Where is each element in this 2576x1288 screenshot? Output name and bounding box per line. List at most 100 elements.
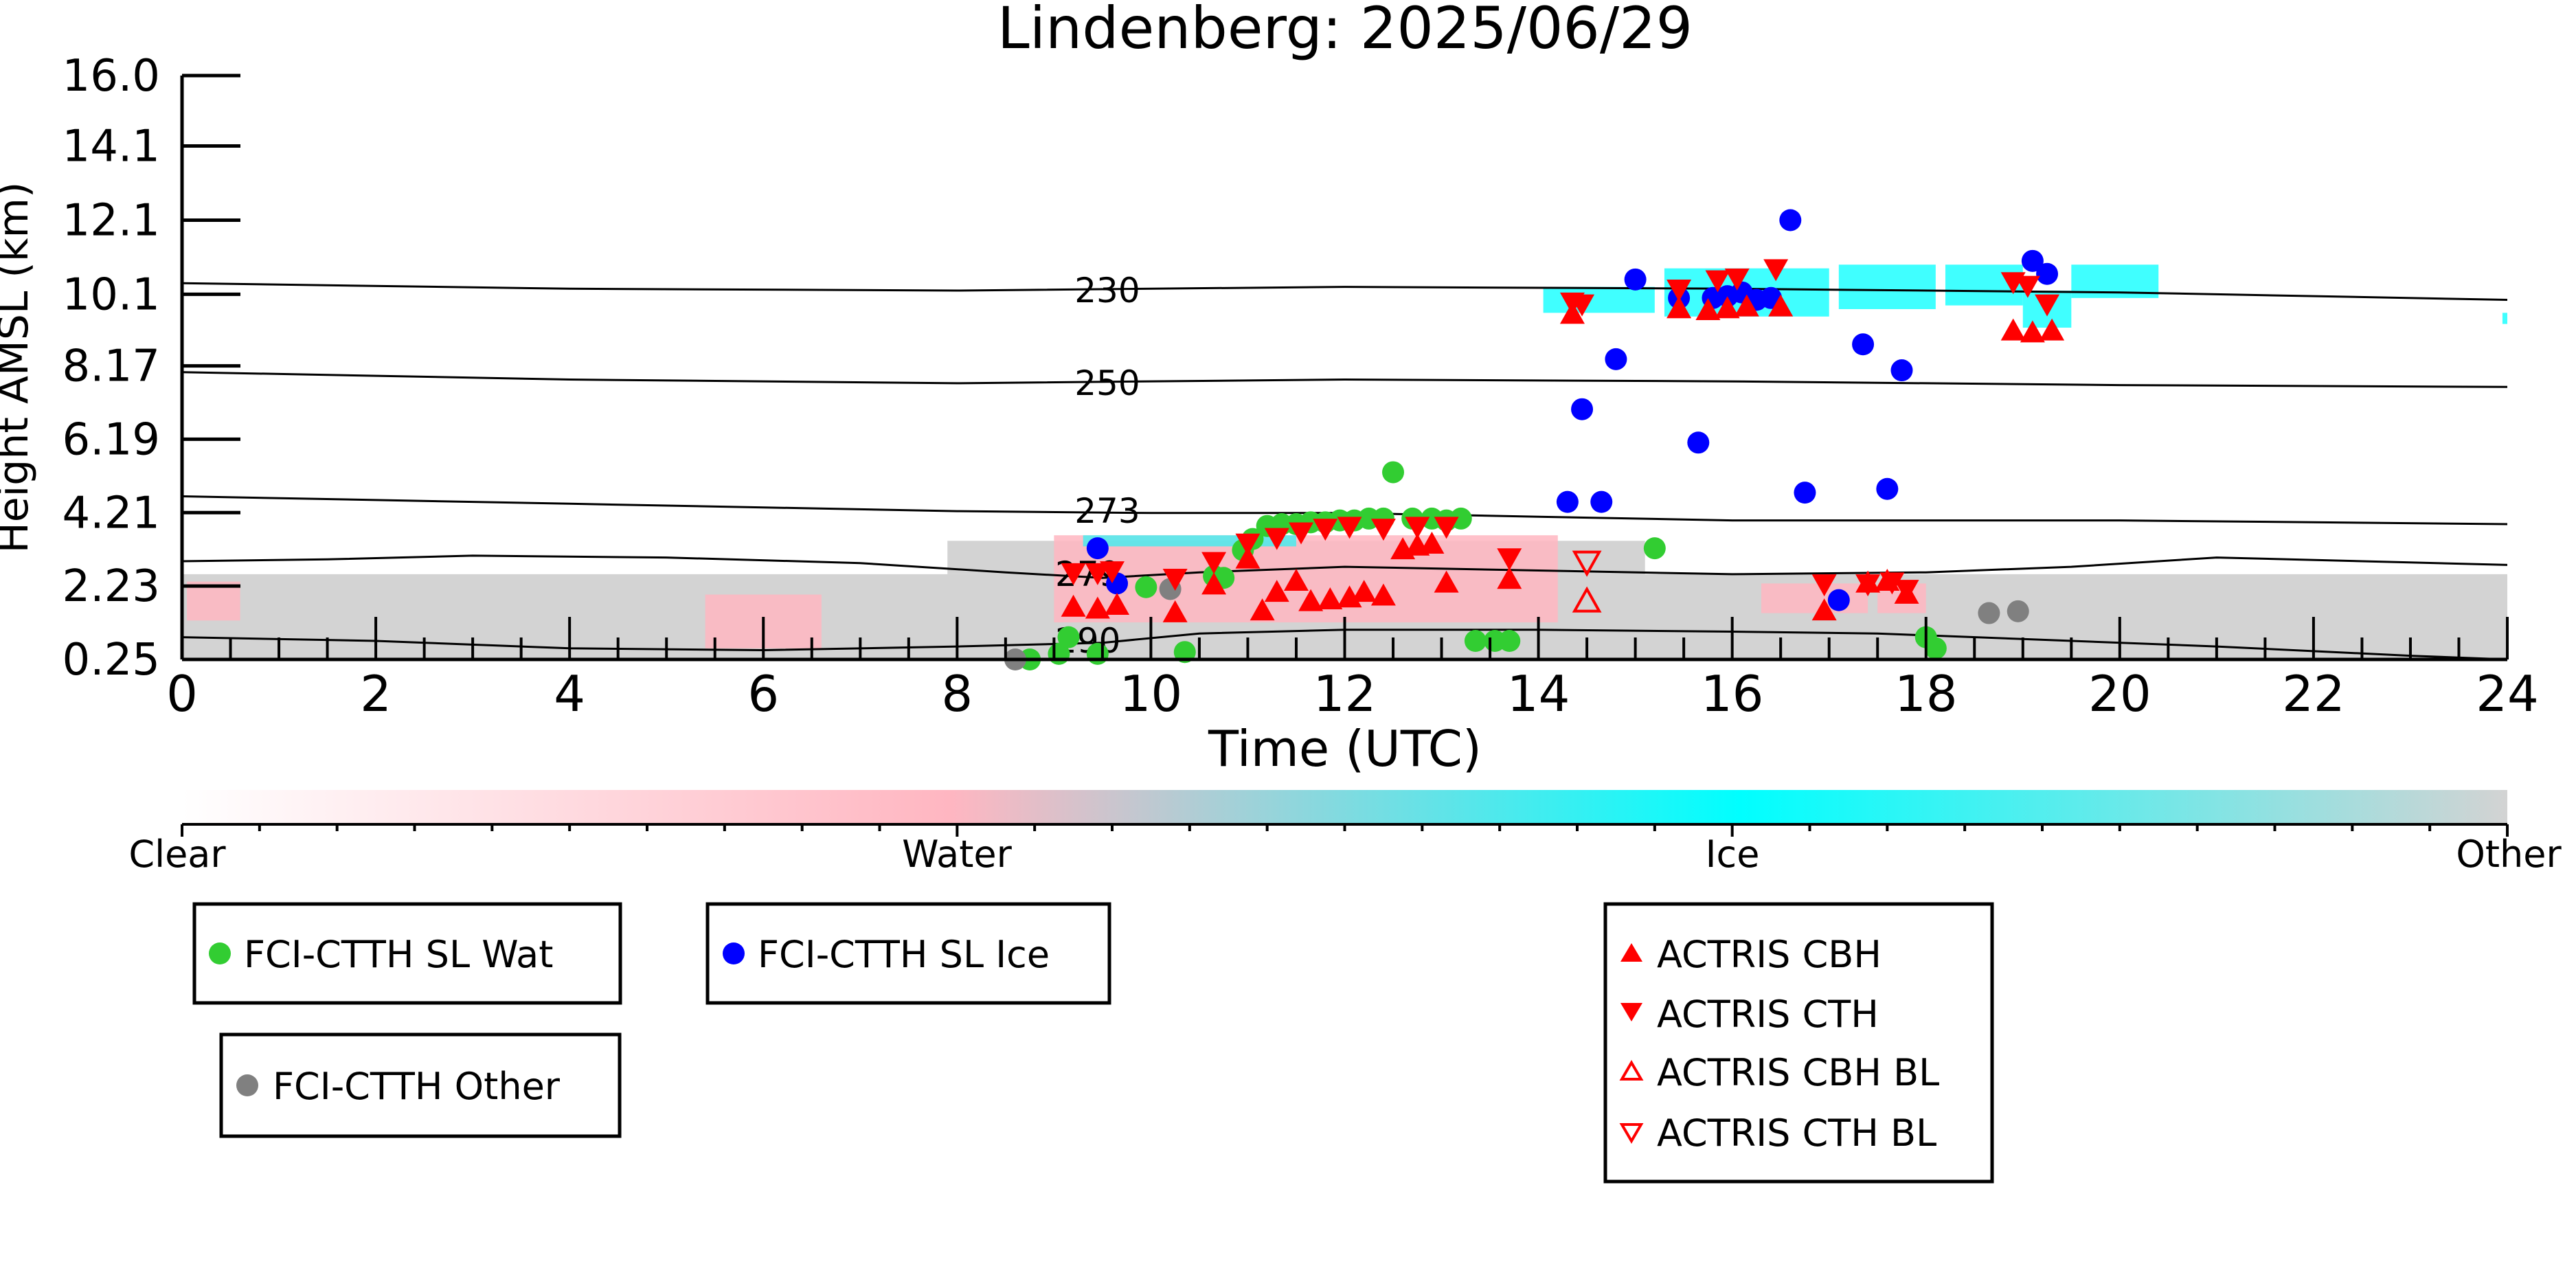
point-actris-cth [1763,259,1789,282]
point-actris-cth [1085,563,1110,585]
point-fci-ctth-sl-ice [1571,398,1594,420]
point-actris-cbh [2000,318,2026,341]
point-actris-cbh [1105,593,1130,615]
point-fci-ctth-sl-ice [1556,490,1579,513]
legend-actris: ACTRIS CBH ACTRIS CTH ACTRIS CBH BL ACTR… [1603,902,1994,1184]
legend-fci-other: FCI-CTTH Other [219,1032,622,1138]
point-fci-ctth-sl-ice [1086,537,1109,560]
legend-marker-actris-cth [1620,1003,1642,1021]
point-actris-cth [1264,528,1289,550]
point-actris-cth [1705,270,1730,293]
point-fci-ctth-sl-ice [1687,431,1710,454]
y-tick-label: 10.1 [63,269,161,320]
point-actris-cbh [1162,600,1188,622]
backdrop-water-patch [1761,583,1868,613]
legend-label-fci-other: FCI-CTTH Other [273,1065,561,1108]
legend-marker-actris-cth-bl [1619,1123,1644,1144]
point-actris-cth [1811,574,1837,597]
point-actris-cbh [1734,294,1759,317]
point-fci-ctth-sl-ice [2021,249,2044,272]
y-tick-label: 6.19 [63,414,161,465]
x-tick-label: 10 [1120,665,1183,723]
point-actris-cth [1313,519,1338,541]
point-actris-cbh [1298,589,1324,611]
point-actris-cth [1235,533,1261,556]
point-fci-ctth-sl-ice [1624,268,1647,291]
x-tick-label: 6 [747,665,779,723]
point-actris-cbh [1264,580,1289,602]
legend-label-actris-cbh: ACTRIS CBH [1657,933,1882,976]
point-actris-cbh [1283,568,1309,591]
point-actris-cth [1405,517,1430,539]
colorbar-label-clear: Clear [128,833,226,876]
colorbar: Clear Water Ice Other [128,790,2562,876]
isotherm-label-250: 250 [1074,363,1140,403]
point-actris-cth [1162,568,1188,591]
legend-label-actris-cth: ACTRIS CTH [1657,993,1879,1036]
backdrop-ice-patch [1083,535,1296,547]
legend-marker-fci-other [236,1074,258,1096]
isotherm-label-273: 273 [1074,491,1140,531]
point-actris-cth [1100,561,1125,584]
point-actris-cbh [1419,532,1445,554]
legend-box [1603,902,1994,1184]
legend-label-actris-cbh-bl: ACTRIS CBH BL [1657,1051,1939,1094]
point-actris-cbh [1201,572,1227,595]
point-actris-cth [1370,519,1396,541]
legend-marker-actris-cbh-bl [1619,1060,1644,1081]
point-fci-ctth-other [2007,600,2029,622]
backdrop-ice-patch [2502,313,2507,324]
point-actris-cth [1497,548,1522,571]
legend-label-fci-wat: FCI-CTTH SL Wat [244,933,553,976]
y-tick-label: 4.21 [63,488,161,539]
x-tick-label: 14 [1507,665,1570,723]
backdrop-ice-patch [1838,264,1936,309]
point-fci-ctth-sl-wat [1449,507,1472,530]
point-fci-ctth-sl-wat [1086,642,1109,665]
point-fci-ctth-sl-wat [1498,630,1521,653]
colorbar-gradient [182,790,2507,824]
colorbar-label-water: Water [902,833,1012,876]
point-actris-cbh [2040,318,2065,341]
chart-title: Lindenberg: 2025/06/29 [997,0,1693,62]
x-tick-label: 8 [941,665,973,723]
backdrop-ice-patch [1543,286,1655,313]
legend-box [219,1032,622,1138]
legend-marker-fci-wat [209,942,231,964]
point-actris-cbh [1497,567,1522,589]
point-actris-cbh [1351,580,1377,602]
point-fci-ctth-sl-ice [1605,348,1627,370]
legend-marker-actris-cbh [1620,943,1642,962]
point-actris-cbh [1318,587,1343,609]
point-actris-cbh [1715,296,1740,319]
point-fci-ctth-sl-wat [1382,461,1405,484]
point-actris-cth [1289,522,1314,545]
x-tick-label: 18 [1895,665,1958,723]
point-actris-cbh [1061,594,1086,617]
x-tick-label: 2 [360,665,392,723]
point-fci-ctth-sl-wat [1057,626,1080,648]
x-axis-label: Time (UTC) [1208,720,1482,778]
point-actris-cth [1855,574,1881,597]
x-tick-label: 16 [1701,665,1764,723]
y-tick-label: 2.23 [63,561,161,612]
x-tick-label: 4 [554,665,585,723]
x-tick-label: 22 [2282,665,2345,723]
legend-box [705,902,1111,1005]
isotherm-label-230: 230 [1074,271,1140,310]
point-fci-ctth-sl-wat [1924,637,1947,659]
point-actris-cbh [1337,585,1362,608]
point-fci-ctth-sl-wat [1643,537,1666,560]
x-tick-label: 0 [166,665,198,723]
point-fci-ctth-sl-ice [1890,359,1913,382]
legend-marker-fci-ice [723,942,745,964]
point-actris-cbh [1085,596,1110,619]
legend-fci-ice: FCI-CTTH SL Ice [705,902,1111,1005]
point-actris-cbh [1250,598,1275,621]
point-actris-cbh-bl [1572,586,1602,613]
y-tick-label: 14.1 [63,122,161,172]
point-fci-ctth-sl-ice [1794,482,1816,504]
point-actris-cbh [1434,570,1459,593]
backdrop-water-patch [187,581,240,621]
